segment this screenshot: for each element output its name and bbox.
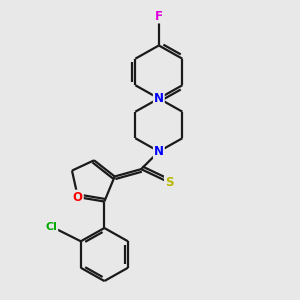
Text: N: N xyxy=(154,145,164,158)
Text: Cl: Cl xyxy=(45,222,57,232)
Text: N: N xyxy=(154,92,164,105)
Text: F: F xyxy=(155,10,163,22)
Text: O: O xyxy=(73,190,83,204)
Text: S: S xyxy=(165,176,173,189)
